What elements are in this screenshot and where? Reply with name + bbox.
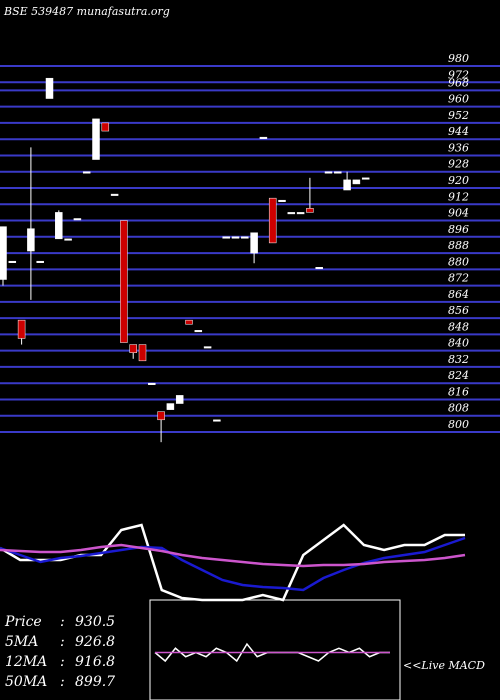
candle-body — [64, 238, 72, 241]
candle-body — [36, 260, 44, 263]
candle-body — [334, 171, 342, 174]
stat-value: 930.5 — [75, 614, 115, 630]
y-tick-label: 872 — [448, 272, 469, 285]
stat-value: 899.7 — [75, 674, 115, 690]
candle-body — [213, 419, 221, 422]
y-tick-label: 920 — [448, 174, 469, 187]
candle-body — [45, 77, 54, 99]
y-tick-label: 864 — [448, 288, 469, 301]
candle-body — [194, 330, 203, 333]
candle-body — [73, 218, 82, 221]
candle-body — [203, 346, 212, 349]
candle-body — [361, 177, 370, 180]
y-tick-label: 840 — [448, 337, 469, 350]
series-line — [0, 543, 466, 568]
stat-name: 12MA — [5, 654, 47, 670]
candle-body — [259, 136, 268, 139]
candle-body — [296, 212, 305, 215]
candle-body — [241, 236, 249, 239]
y-tick-label: 968 — [448, 76, 469, 89]
y-tick-label: 904 — [448, 207, 469, 220]
candle-body — [17, 319, 26, 339]
candle-body — [222, 236, 230, 239]
candle-body — [8, 260, 17, 263]
stat-name: 5MA — [5, 634, 38, 650]
y-tick-label: 832 — [448, 353, 469, 366]
y-tick-label: 936 — [448, 141, 469, 154]
candle-body — [352, 179, 361, 185]
stat-colon: : — [60, 614, 65, 630]
chart-title: BSE 539487 munafasutra.org — [3, 5, 170, 18]
stat-colon: : — [60, 634, 65, 650]
candle-body — [27, 228, 35, 252]
y-tick-label: 972 — [448, 68, 469, 81]
y-tick-label: 952 — [448, 109, 469, 122]
candle-body — [231, 236, 240, 239]
candle-body — [101, 122, 110, 132]
y-tick-label: 848 — [448, 320, 469, 333]
stat-colon: : — [60, 674, 65, 690]
candle-body — [175, 395, 184, 404]
y-tick-label: 800 — [448, 418, 469, 431]
candle-body — [157, 411, 165, 421]
candle-body — [0, 226, 7, 280]
y-tick-label: 980 — [448, 52, 469, 65]
candle-body — [120, 220, 128, 343]
candle-body — [306, 208, 314, 213]
candle-body — [268, 197, 277, 244]
y-tick-label: 944 — [448, 125, 469, 138]
stat-value: 916.8 — [75, 654, 115, 670]
y-tick-label: 960 — [448, 93, 469, 106]
macd-title: <<Live MACD — [403, 659, 485, 672]
y-tick-label: 816 — [448, 385, 469, 398]
y-tick-label: 808 — [448, 402, 469, 415]
series-line — [0, 536, 466, 592]
stat-colon: : — [60, 654, 65, 670]
stat-value: 926.8 — [75, 634, 115, 650]
y-tick-label: 896 — [448, 223, 469, 236]
y-tick-label: 856 — [448, 304, 469, 317]
y-tick-label: 928 — [448, 158, 469, 171]
candle-body — [324, 171, 333, 174]
candle-body — [250, 232, 258, 254]
y-tick-label: 912 — [448, 190, 469, 203]
candle-body — [343, 179, 351, 191]
candle-body — [148, 382, 156, 385]
candle-body — [138, 344, 147, 362]
y-tick-label: 824 — [448, 369, 469, 382]
y-tick-label: 880 — [448, 255, 469, 268]
macd-box — [149, 599, 401, 700]
candle-body — [278, 199, 286, 202]
candle-body — [185, 319, 193, 325]
candle-body — [315, 267, 323, 270]
candle-body — [92, 118, 100, 160]
candle-body — [287, 212, 296, 215]
stat-name: Price — [4, 614, 42, 630]
candle-body — [166, 403, 175, 410]
candle-body — [110, 193, 119, 196]
candle-body — [82, 171, 91, 174]
candle-body — [55, 212, 63, 240]
y-tick-label: 888 — [448, 239, 469, 252]
candle-body — [129, 344, 137, 353]
stat-name: 50MA — [5, 674, 47, 690]
